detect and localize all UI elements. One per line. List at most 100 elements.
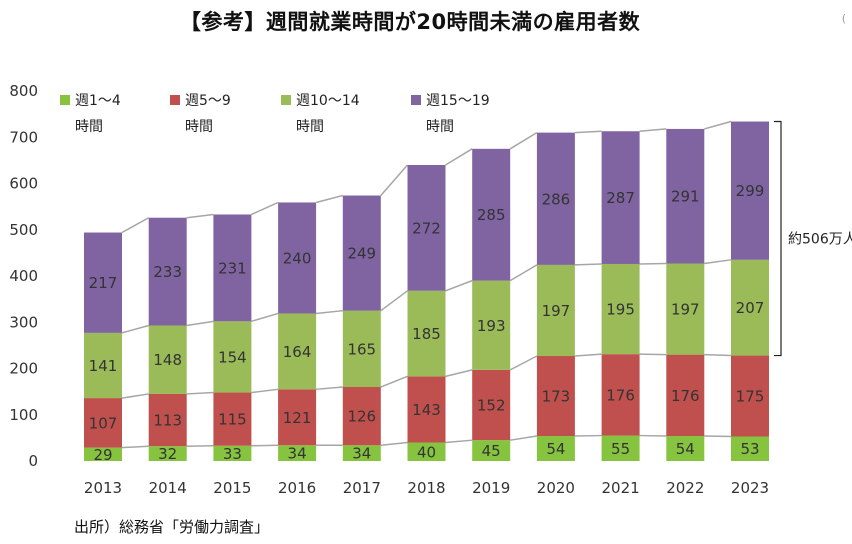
data-label: 233 [153,263,182,281]
legend-swatch-5-9 [170,95,180,105]
bar-segment-15-19 [536,132,575,265]
bar-segment-1-4 [536,436,575,461]
connector-lines [121,120,732,449]
bar-segment-5-9 [84,398,122,448]
data-label: 54 [546,440,565,458]
x-tick-label: 2014 [149,479,187,497]
data-label: 40 [417,443,436,461]
data-label: 249 [347,245,376,263]
bars: 29 107 141 217 32 113 148 233 33 115 154 231 34 121 16… [84,121,769,464]
legend-label-1-4-line2: 時間 [75,119,103,135]
bar-segment-10-14 [278,313,317,390]
connector-line [574,263,602,266]
connector-line [639,128,667,132]
data-label: 32 [158,445,177,463]
bar-segment-5-9 [213,392,252,446]
data-label: 231 [218,259,247,277]
connector-line [380,290,408,312]
connector-line [704,120,732,130]
source-note: 出所）総務省「労働力調査」 [74,518,270,536]
y-tick-label: 200 [9,360,38,378]
legend-label-15-19-line2: 時間 [426,119,454,135]
y-tick-label: 400 [9,267,38,285]
connector-line [186,391,214,395]
bar-segment-10-14 [536,264,575,357]
bar-segment-5-9 [472,369,511,441]
data-label: 240 [283,249,312,267]
data-label: 207 [736,299,765,317]
connector-line [445,369,473,378]
x-tick-label: 2018 [407,479,445,497]
data-label: 197 [542,302,571,320]
connector-line [509,131,538,150]
x-tick-label: 2020 [537,479,575,497]
data-label: 185 [412,325,441,343]
x-tick-label: 2019 [472,479,510,497]
connector-line [121,393,149,399]
data-label: 141 [89,357,118,375]
data-label: 193 [477,317,506,335]
bar-segment-15-19 [84,232,122,333]
data-label: 55 [611,440,630,458]
bar-segment-1-4 [278,445,317,461]
connector-line [251,201,279,216]
bar-segment-1-4 [213,445,252,461]
x-tick-label: 2013 [84,479,122,497]
bar-segment-1-4 [407,442,446,461]
data-label: 45 [482,442,501,460]
data-label: 29 [93,446,112,464]
data-label: 34 [288,445,307,463]
bar-segment-10-14 [342,310,381,387]
data-label: 148 [153,351,182,369]
bar-segment-5-9 [731,355,769,437]
y-tick-label: 700 [9,128,38,146]
bar-segment-10-14 [472,280,511,370]
bar-segment-15-19 [407,165,446,291]
connector-line [121,217,150,234]
data-label: 173 [542,388,571,406]
connector-line [186,213,214,219]
bar-segment-1-4 [84,447,122,461]
legend-label-1-4: 週1～4 [75,93,121,109]
bar-segment-15-19 [601,131,640,264]
connector-line [251,388,279,394]
connector-line [315,194,343,204]
connector-line [704,353,732,357]
connector-line [380,375,408,388]
connector-line [510,435,538,441]
y-tick-label: 0 [28,452,38,470]
bar-segment-5-9 [148,393,187,447]
bar-segment-10-14 [148,325,187,394]
bar-segment-10-14 [601,263,640,355]
data-label: 285 [477,206,506,224]
data-label: 197 [671,301,700,319]
corner-mark: ( [841,12,846,25]
connector-line [380,441,408,447]
bracket-label: 約506万人 [788,232,852,248]
bar-segment-15-19 [342,195,381,311]
bar-segment-15-19 [213,214,252,322]
connector-line [316,386,343,391]
connector-line [574,353,602,357]
legend-swatch-15-19 [411,95,421,105]
bar-segment-15-19 [472,148,511,281]
data-label: 34 [352,445,371,463]
x-tick-label: 2023 [731,479,769,497]
bar-segment-10-14 [84,332,122,399]
connector-line [445,439,473,444]
data-label: 53 [740,440,759,458]
bar-segment-10-14 [666,263,705,355]
data-label: 176 [606,386,635,404]
connector-line [316,309,343,315]
data-label: 272 [412,219,441,237]
y-tick-label: 100 [9,406,38,424]
data-label: 286 [542,190,571,208]
legend-label-10-14: 週10～14 [296,93,360,109]
data-label: 175 [736,388,765,406]
connector-line [121,324,149,334]
connector-line [509,355,538,371]
bar-segment-1-4 [342,445,381,461]
data-label: 115 [218,411,247,429]
legend-item-10-14: 週10～14 時間 [281,88,360,140]
